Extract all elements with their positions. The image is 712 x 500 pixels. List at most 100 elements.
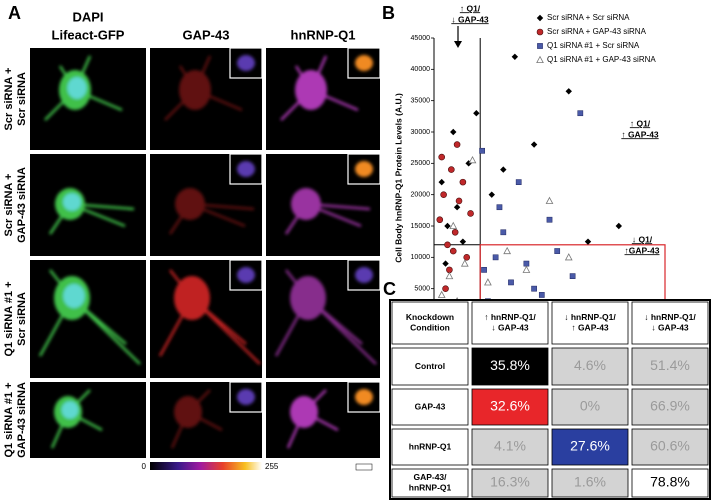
point [438,178,445,186]
table-text: Knockdown [406,312,454,322]
table-cell [631,388,709,426]
point [538,292,545,298]
panel-b: 0500010000150002000025000300003500040000… [393,3,675,363]
table-text: Condition [410,323,450,333]
point [500,229,507,236]
point [459,178,467,186]
table-value: 1.6% [574,474,606,490]
table-text: ↑ GAP-43 [571,323,609,333]
quadrant-label: ↑ Q1/ [460,3,481,13]
table-value: 35.8% [490,357,530,373]
legend-marker [536,14,544,22]
legend-label: Q1 siRNA #1 + Scr siRNA [547,41,640,50]
table-value: 51.4% [650,357,690,373]
point [449,221,458,230]
table-cell [471,388,549,426]
cell [158,269,261,365]
point [450,128,457,136]
nucleus [67,77,87,99]
inset-signal [355,55,373,71]
point [437,290,446,298]
cell-body [291,188,321,220]
scale-bar [355,463,373,471]
panel-letter: B [382,3,395,23]
nucleus [63,283,85,309]
panel-letter: C [383,279,396,299]
cell-body [295,70,327,110]
table-cell [391,301,469,345]
point [440,191,447,198]
cell-body [290,396,318,428]
point [515,179,522,185]
legend-label: Scr siRNA + GAP-43 siRNA [547,27,647,36]
panel-letter: A [8,3,21,23]
row-label: Q1 siRNA #1 + [3,382,15,457]
inset-signal [237,389,255,405]
point [436,216,444,224]
point [503,246,512,255]
cell [48,188,135,235]
cell-body [174,276,210,320]
y-axis-label: Cell Body hnRNP-Q1 Protein Levels (A.U.) [393,93,403,263]
y-tick-label: 45000 [411,35,431,42]
column-header: GAP-43 [183,27,230,42]
cell [274,269,377,365]
table-cell [551,468,629,498]
y-tick-label: 30000 [411,129,431,136]
point [546,216,553,223]
colorbar [150,462,262,470]
table-cell [631,468,709,498]
table-value: 4.1% [494,438,526,454]
point [522,265,531,273]
point [511,53,519,60]
quadrant-label: ↑GAP-43 [625,245,660,255]
point [508,279,514,286]
table-cell [471,468,549,498]
cell [164,55,243,121]
point [453,204,461,211]
table-text: ↓ hnRNP-Q1/ [564,312,616,322]
column-header: Lifeact-GFP [52,27,125,42]
cell [286,389,339,449]
table-cell [391,388,469,426]
cell-body [175,188,205,220]
table-cell [551,301,629,345]
cell [44,55,123,121]
table-text: hnRNP-Q1 [409,483,452,493]
nucleus [61,401,79,419]
point [460,259,469,267]
table-cell [391,428,469,466]
table-value: 60.6% [650,438,690,454]
point [449,247,457,255]
point [438,153,446,161]
point [554,248,561,254]
cell-body [179,70,211,110]
point [530,141,538,148]
point [564,253,573,261]
table-cell [471,301,549,345]
column-header: hnRNP-Q1 [291,27,356,42]
y-tick-label: 15000 [411,223,431,230]
point [451,228,459,236]
point [584,238,592,245]
point [531,285,537,292]
nucleus [63,193,81,211]
row-label: GAP-43 siRNA [16,167,28,243]
legend-label: Scr siRNA + Scr siRNA [547,13,630,22]
inset-signal [237,267,255,283]
table-cell [471,347,549,386]
table-cell [631,301,709,345]
table-value: 0% [580,398,600,414]
micrograph [30,260,146,378]
table-cell [391,468,469,498]
y-tick-label: 35000 [411,98,431,105]
table-cell [471,428,549,466]
table-cell [551,388,629,426]
inset-signal [355,161,373,177]
table-text: GAP-43/ [413,472,447,482]
table-cell [631,347,709,386]
y-tick-label: 40000 [411,66,431,73]
table-value: 27.6% [570,438,610,454]
